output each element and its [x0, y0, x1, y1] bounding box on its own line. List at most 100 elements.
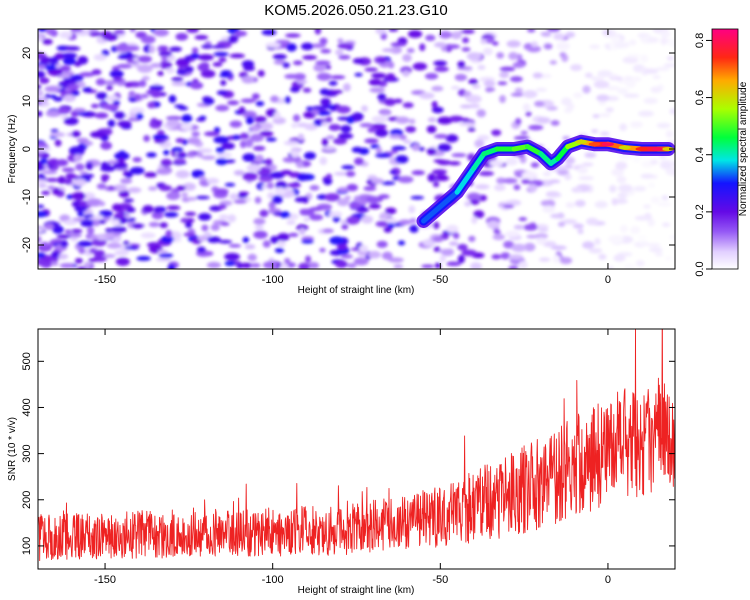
noise-blob	[157, 249, 169, 254]
noise-blob	[271, 195, 283, 204]
noise-blob	[144, 171, 157, 178]
noise-blob	[424, 72, 439, 80]
colorbar-tick-label: 0.0	[694, 261, 706, 276]
noise-blob	[418, 147, 425, 152]
noise-blob	[546, 29, 561, 33]
noise-blob	[540, 31, 551, 37]
noise-blob	[397, 175, 414, 184]
snr-series-line	[38, 329, 675, 562]
noise-blob	[61, 52, 78, 59]
noise-blob	[527, 183, 538, 193]
noise-blob	[395, 116, 410, 124]
noise-blob	[96, 183, 107, 190]
noise-blob	[277, 240, 286, 247]
noise-blob	[629, 121, 643, 128]
noise-blob	[63, 117, 79, 126]
noise-blob	[598, 99, 607, 106]
noise-blob	[213, 136, 230, 144]
noise-blob	[467, 127, 476, 132]
noise-blob	[118, 190, 130, 198]
noise-blob	[58, 107, 71, 115]
noise-blob	[213, 127, 221, 134]
noise-blob	[485, 87, 496, 92]
noise-blob	[522, 103, 531, 112]
noise-blob	[159, 61, 173, 70]
noise-blob	[38, 183, 47, 189]
noise-blob	[491, 254, 502, 260]
track-peak	[575, 139, 588, 144]
noise-blob	[398, 219, 412, 225]
noise-blob	[371, 177, 384, 185]
noise-blob	[433, 159, 446, 163]
noise-blob	[445, 134, 459, 143]
noise-blob	[656, 66, 670, 72]
noise-blob	[607, 266, 614, 269]
noise-blob	[215, 146, 225, 154]
noise-blob	[468, 78, 479, 85]
noise-blob	[160, 158, 172, 167]
noise-blob	[300, 42, 314, 51]
noise-blob	[384, 207, 397, 215]
noise-blob	[159, 222, 168, 229]
noise-blob	[38, 204, 45, 209]
noise-blob	[590, 129, 599, 134]
noise-blob	[105, 228, 113, 233]
track-peak	[618, 145, 631, 150]
noise-blob	[433, 134, 449, 139]
noise-blob	[218, 204, 227, 210]
noise-blob	[348, 202, 361, 209]
noise-blob	[298, 262, 310, 269]
noise-blob	[433, 246, 441, 253]
noise-blob	[67, 83, 80, 91]
noise-blob	[73, 108, 86, 113]
noise-blob	[211, 45, 226, 49]
noise-blob	[236, 262, 243, 269]
noise-blob	[50, 257, 59, 263]
noise-blob	[241, 60, 255, 68]
noise-blob	[615, 161, 628, 170]
noise-blob	[666, 55, 675, 61]
noise-blob	[368, 78, 382, 86]
noise-blob	[457, 243, 468, 251]
noise-blob	[555, 41, 571, 51]
colorbar-tick-label: 0.8	[694, 33, 706, 48]
noise-blob	[389, 129, 404, 137]
noise-blob	[245, 138, 254, 148]
noise-blob	[76, 137, 89, 143]
noise-blob	[280, 169, 293, 176]
noise-blob	[571, 187, 583, 193]
noise-blob	[509, 76, 523, 83]
noise-blob	[49, 94, 57, 99]
noise-blob	[197, 63, 210, 72]
noise-blob	[90, 103, 99, 109]
noise-blob	[584, 72, 593, 78]
noise-blob	[597, 70, 613, 78]
noise-blob	[589, 44, 601, 50]
noise-blob	[224, 260, 236, 267]
noise-blob	[270, 95, 279, 103]
noise-blob	[458, 122, 475, 127]
noise-blob	[459, 104, 473, 109]
noise-blob	[340, 124, 352, 133]
track-segment	[421, 189, 460, 224]
noise-blob	[286, 183, 302, 188]
noise-blob	[421, 264, 435, 269]
noise-blob	[448, 115, 464, 123]
noise-blob	[249, 133, 264, 143]
noise-blob	[176, 68, 188, 75]
noise-blob	[186, 197, 197, 201]
noise-blob	[296, 224, 309, 232]
noise-blob	[166, 119, 180, 128]
noise-blob	[647, 37, 659, 44]
noise-blob	[288, 232, 299, 237]
noise-blob	[106, 85, 113, 91]
noise-blob	[292, 60, 303, 66]
noise-blob	[378, 194, 390, 199]
noise-blob	[593, 80, 610, 89]
noise-blob	[399, 134, 407, 141]
noise-blob	[527, 29, 536, 33]
noise-blob	[508, 254, 524, 260]
noise-blob	[354, 72, 363, 77]
noise-blob	[319, 37, 328, 45]
noise-blob	[274, 187, 286, 196]
